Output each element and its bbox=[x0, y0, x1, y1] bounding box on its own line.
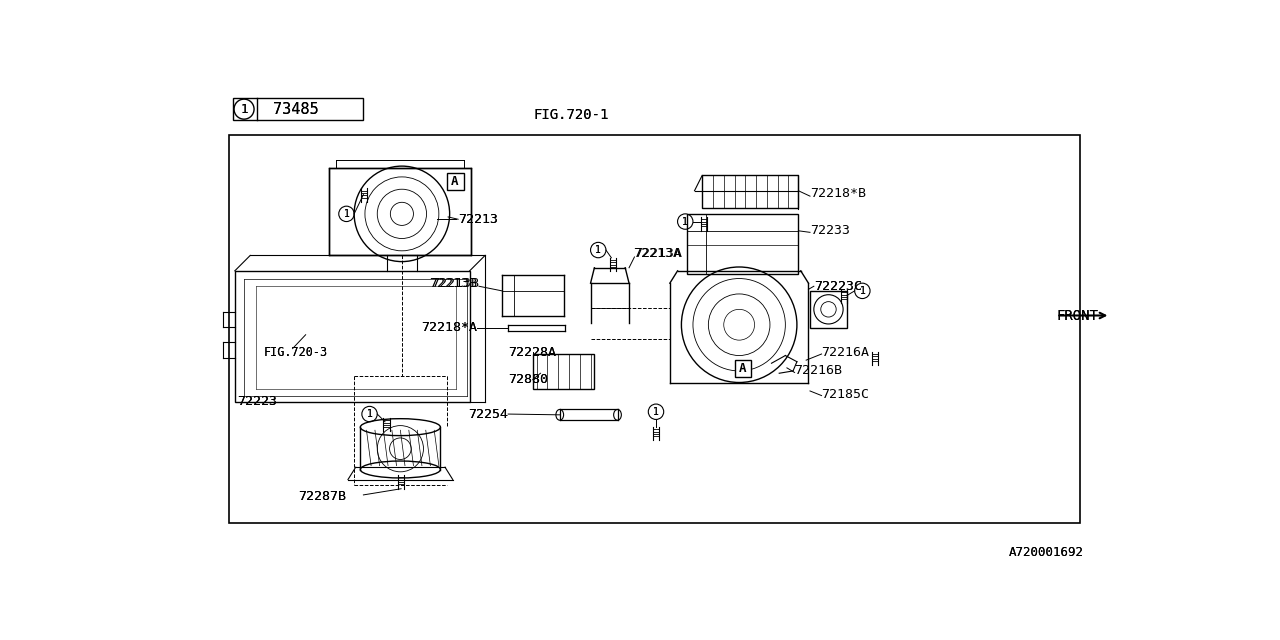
Text: 72213A: 72213A bbox=[635, 248, 682, 260]
Text: 72213B: 72213B bbox=[431, 276, 479, 290]
Text: 1: 1 bbox=[595, 245, 602, 255]
FancyBboxPatch shape bbox=[735, 360, 751, 377]
Text: 72185C: 72185C bbox=[822, 388, 869, 401]
Text: 72216A: 72216A bbox=[822, 346, 869, 359]
Text: 1: 1 bbox=[682, 216, 689, 227]
Text: FIG.720-3: FIG.720-3 bbox=[264, 346, 328, 359]
Text: 72223: 72223 bbox=[237, 396, 278, 408]
Text: 72228A: 72228A bbox=[508, 346, 557, 359]
Text: FIG.720-1: FIG.720-1 bbox=[534, 108, 609, 122]
Text: FRONT: FRONT bbox=[1056, 308, 1098, 323]
FancyBboxPatch shape bbox=[447, 173, 463, 190]
Text: 72880: 72880 bbox=[508, 373, 548, 386]
Text: 1: 1 bbox=[241, 102, 248, 116]
Text: 1: 1 bbox=[366, 409, 372, 419]
Text: 72218*B: 72218*B bbox=[810, 188, 867, 200]
Text: 72880: 72880 bbox=[508, 373, 548, 386]
Text: 72213A: 72213A bbox=[632, 248, 681, 260]
Text: 72213B: 72213B bbox=[429, 276, 477, 290]
Text: 72218*A: 72218*A bbox=[421, 321, 477, 334]
Text: A: A bbox=[740, 362, 746, 375]
Text: 1: 1 bbox=[653, 407, 659, 417]
Text: 72213: 72213 bbox=[458, 212, 498, 226]
Text: FIG.720-1: FIG.720-1 bbox=[534, 108, 609, 122]
Text: FIG.720-3: FIG.720-3 bbox=[264, 346, 328, 359]
Text: 1: 1 bbox=[859, 286, 865, 296]
Text: 72254: 72254 bbox=[468, 408, 508, 420]
Text: 1: 1 bbox=[241, 102, 248, 116]
Text: 72233: 72233 bbox=[810, 224, 850, 237]
Text: 73485: 73485 bbox=[274, 102, 319, 116]
Text: 72223C: 72223C bbox=[814, 280, 861, 292]
Text: 1: 1 bbox=[366, 409, 372, 419]
Text: 72223: 72223 bbox=[237, 396, 278, 408]
Text: 72287B: 72287B bbox=[298, 490, 346, 503]
Text: FRONT: FRONT bbox=[1056, 308, 1098, 323]
Text: 1: 1 bbox=[859, 286, 865, 296]
Text: A720001692: A720001692 bbox=[1009, 546, 1083, 559]
Text: 73485: 73485 bbox=[274, 102, 319, 116]
Text: 72218*A: 72218*A bbox=[421, 321, 477, 334]
Text: 1: 1 bbox=[595, 245, 602, 255]
Text: 72213: 72213 bbox=[458, 212, 498, 226]
Text: A: A bbox=[452, 175, 458, 188]
Text: 72223C: 72223C bbox=[814, 280, 861, 292]
Text: 1: 1 bbox=[343, 209, 349, 219]
Text: 1: 1 bbox=[343, 209, 349, 219]
Text: 72254: 72254 bbox=[468, 408, 508, 420]
Text: 1: 1 bbox=[682, 216, 689, 227]
Text: 72216B: 72216B bbox=[795, 364, 842, 378]
Text: 1: 1 bbox=[653, 407, 659, 417]
Text: 72287B: 72287B bbox=[298, 490, 346, 503]
Text: 72228A: 72228A bbox=[508, 346, 557, 359]
Text: A720001692: A720001692 bbox=[1009, 546, 1083, 559]
